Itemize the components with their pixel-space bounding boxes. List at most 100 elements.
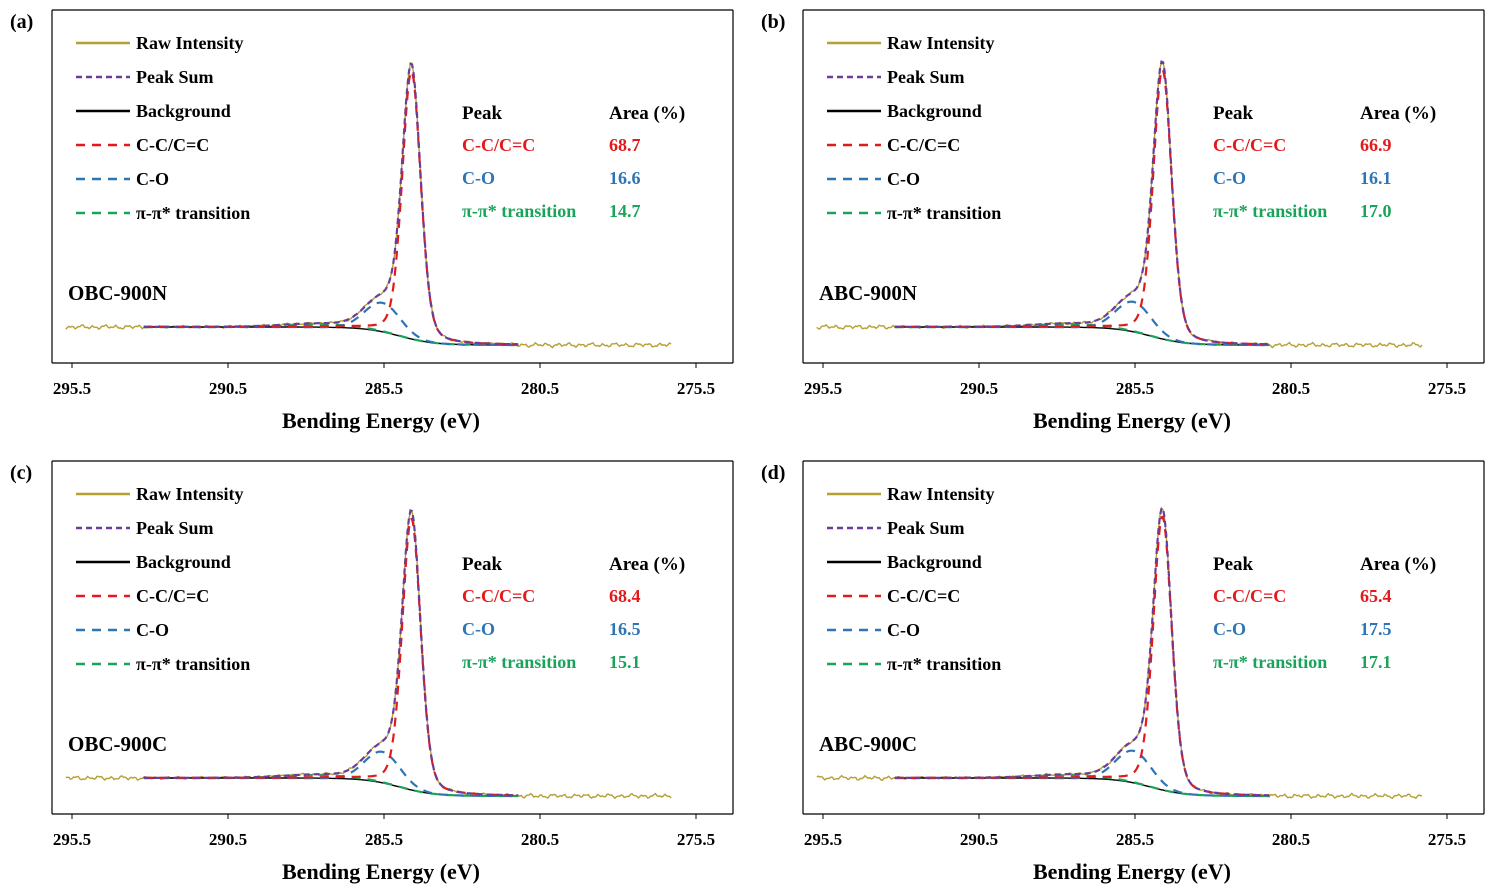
legend-raw-label: Raw Intensity xyxy=(136,33,244,53)
table-header-peak: Peak xyxy=(462,103,503,124)
legend-co-label: C-O xyxy=(887,169,920,189)
x-tick-label: 290.5 xyxy=(209,830,247,849)
legend-pi-label: π-π* transition xyxy=(136,203,250,223)
legend-background-label: Background xyxy=(887,101,982,121)
chart-panel: 295.5 290.5 285.5 280.5 275.5 Bending Energy … xyxy=(10,460,734,884)
legend-background-label: Background xyxy=(136,552,231,572)
chart-panel: 295.5 290.5 285.5 280.5 275.5 Bending Energy … xyxy=(761,460,1485,884)
table-peak-name: π-π* transition xyxy=(462,652,576,672)
legend-peak-sum-label: Peak Sum xyxy=(136,518,214,538)
c-o-line xyxy=(143,750,519,798)
legend-cc-label: C-C/C=C xyxy=(136,586,209,606)
panel-label: (d) xyxy=(761,462,785,484)
table-peak-area: 68.4 xyxy=(609,586,641,606)
table-peak-area: 17.0 xyxy=(1360,201,1392,221)
x-tick-label: 280.5 xyxy=(1272,379,1310,398)
legend-raw-label: Raw Intensity xyxy=(887,33,995,53)
sample-label: OBC-900C xyxy=(68,732,167,756)
legend-pi-label: π-π* transition xyxy=(136,654,250,674)
legend-cc-label: C-C/C=C xyxy=(136,135,209,155)
c-o-line xyxy=(143,301,519,347)
x-axis-label: Bending Energy (eV) xyxy=(282,859,480,884)
sample-label: ABC-900C xyxy=(819,732,917,756)
panel-label: (c) xyxy=(10,462,32,484)
peak-sum-line xyxy=(894,60,1270,346)
x-tick-label: 295.5 xyxy=(804,830,842,849)
legend-co-label: C-O xyxy=(887,620,920,640)
table-peak-area: 15.1 xyxy=(609,652,641,672)
x-axis-label: Bending Energy (eV) xyxy=(1033,859,1231,884)
chart-panel: 295.5 290.5 285.5 280.5 275.5 Bending Energy … xyxy=(761,9,1485,433)
table-header-area: Area (%) xyxy=(609,103,685,124)
table-peak-name: π-π* transition xyxy=(462,201,576,221)
x-tick-label: 295.5 xyxy=(53,379,91,398)
table-peak-area: 68.7 xyxy=(609,135,641,155)
table-peak-name: C-C/C=C xyxy=(462,586,535,606)
x-tick-label: 285.5 xyxy=(1116,830,1154,849)
table-peak-name: C-O xyxy=(1213,619,1246,639)
legend-peak-sum-label: Peak Sum xyxy=(136,67,214,87)
table-peak-area: 17.5 xyxy=(1360,619,1392,639)
table-peak-name: C-O xyxy=(462,168,495,188)
x-tick-label: 280.5 xyxy=(521,830,559,849)
x-tick-label: 280.5 xyxy=(1272,830,1310,849)
legend-cc-label: C-C/C=C xyxy=(887,586,960,606)
sample-label: OBC-900N xyxy=(68,281,167,305)
x-tick-label: 290.5 xyxy=(960,830,998,849)
table-peak-name: C-O xyxy=(1213,168,1246,188)
table-peak-name: C-C/C=C xyxy=(1213,586,1286,606)
table-peak-area: 17.1 xyxy=(1360,652,1392,672)
table-peak-name: C-O xyxy=(462,619,495,639)
table-header-peak: Peak xyxy=(1213,103,1254,124)
x-tick-label: 295.5 xyxy=(53,830,91,849)
x-axis-label: Bending Energy (eV) xyxy=(282,408,480,433)
x-tick-label: 280.5 xyxy=(521,379,559,398)
table-peak-name: π-π* transition xyxy=(1213,201,1327,221)
table-header-area: Area (%) xyxy=(1360,554,1436,575)
table-peak-name: π-π* transition xyxy=(1213,652,1327,672)
x-tick-label: 275.5 xyxy=(1428,379,1466,398)
chart-panel: 295.5 290.5 285.5 280.5 275.5 Bending Energy … xyxy=(10,9,734,433)
panel-label: (a) xyxy=(10,11,33,33)
legend-pi-label: π-π* transition xyxy=(887,203,1001,223)
table-header-area: Area (%) xyxy=(1360,103,1436,124)
legend-co-label: C-O xyxy=(136,620,169,640)
table-peak-area: 14.7 xyxy=(609,201,641,221)
legend-cc-label: C-C/C=C xyxy=(887,135,960,155)
table-header-peak: Peak xyxy=(1213,554,1254,575)
legend-background-label: Background xyxy=(887,552,982,572)
x-tick-label: 275.5 xyxy=(1428,830,1466,849)
x-tick-label: 275.5 xyxy=(677,379,715,398)
table-peak-name: C-C/C=C xyxy=(462,135,535,155)
table-header-peak: Peak xyxy=(462,554,503,575)
legend-peak-sum-label: Peak Sum xyxy=(887,518,965,538)
x-tick-label: 285.5 xyxy=(365,379,403,398)
legend-peak-sum-label: Peak Sum xyxy=(887,67,965,87)
peak-sum-line xyxy=(143,508,519,797)
peak-sum-line xyxy=(143,62,519,346)
table-peak-area: 65.4 xyxy=(1360,586,1392,606)
legend-co-label: C-O xyxy=(136,169,169,189)
peak-sum-line xyxy=(894,506,1270,797)
x-tick-label: 290.5 xyxy=(209,379,247,398)
table-peak-area: 16.5 xyxy=(609,619,641,639)
c-o-line xyxy=(894,749,1270,798)
legend-raw-label: Raw Intensity xyxy=(136,484,244,504)
table-peak-area: 16.1 xyxy=(1360,168,1392,188)
legend-pi-label: π-π* transition xyxy=(887,654,1001,674)
table-peak-area: 16.6 xyxy=(609,168,641,188)
x-tick-label: 290.5 xyxy=(960,379,998,398)
table-peak-name: C-C/C=C xyxy=(1213,135,1286,155)
x-tick-label: 285.5 xyxy=(365,830,403,849)
x-axis-label: Bending Energy (eV) xyxy=(1033,408,1231,433)
table-peak-area: 66.9 xyxy=(1360,135,1392,155)
legend-raw-label: Raw Intensity xyxy=(887,484,995,504)
panel-label: (b) xyxy=(761,11,785,33)
legend-background-label: Background xyxy=(136,101,231,121)
x-tick-label: 295.5 xyxy=(804,379,842,398)
sample-label: ABC-900N xyxy=(819,281,917,305)
x-tick-label: 285.5 xyxy=(1116,379,1154,398)
x-tick-label: 275.5 xyxy=(677,830,715,849)
